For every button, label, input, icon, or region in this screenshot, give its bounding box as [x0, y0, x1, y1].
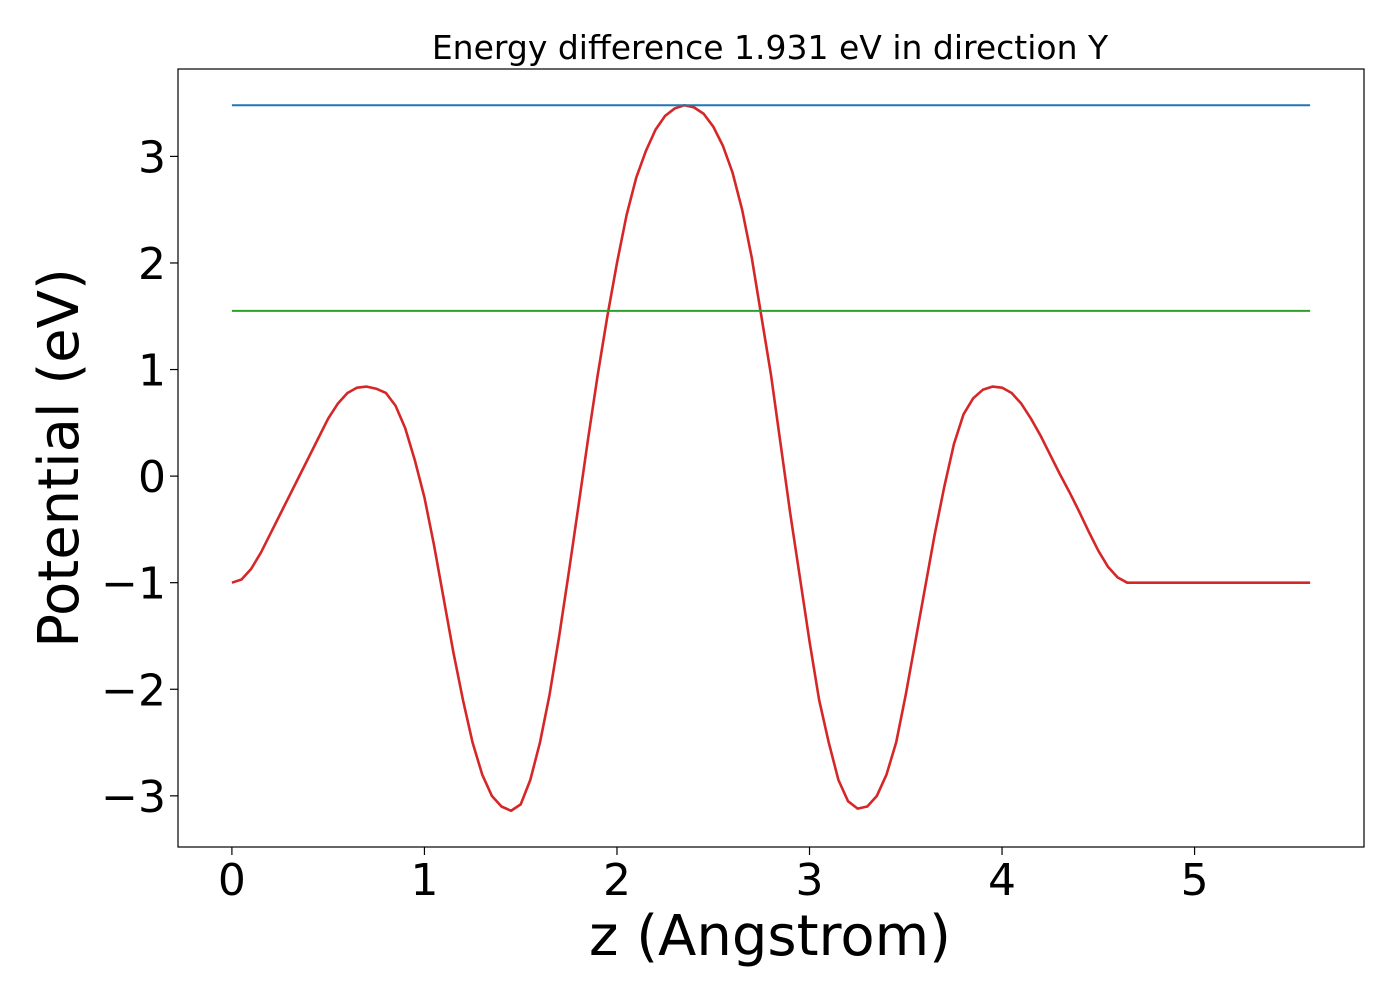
- series-line-0: [231, 103, 1311, 813]
- plot-frame: [177, 68, 1365, 848]
- x-tick-label: 3: [796, 855, 824, 906]
- y-tick-label: 0: [138, 452, 166, 503]
- y-axis-label: Potential (eV): [27, 268, 92, 648]
- y-tick-label: 1: [138, 346, 166, 397]
- y-tick-label: 3: [138, 132, 166, 183]
- x-tick-label: 2: [603, 855, 631, 906]
- x-tick-label: 1: [410, 855, 438, 906]
- x-tick-label: 5: [1181, 855, 1209, 906]
- x-axis: 0 1 2 3 4 5: [218, 847, 1209, 906]
- y-tick-label: 2: [138, 239, 166, 290]
- y-tick-label: −3: [101, 772, 166, 823]
- x-tick-label: 4: [988, 855, 1016, 906]
- plot-lines: [231, 103, 1311, 813]
- x-axis-label: z (Angstrom): [589, 904, 951, 969]
- y-tick-label: −1: [101, 559, 166, 610]
- y-axis: −3 −2 −1 0 1 2 3: [101, 132, 178, 823]
- y-tick-label: −2: [101, 665, 166, 716]
- chart-title: Energy difference 1.931 eV in direction …: [432, 28, 1109, 67]
- x-tick-label: 0: [218, 855, 246, 906]
